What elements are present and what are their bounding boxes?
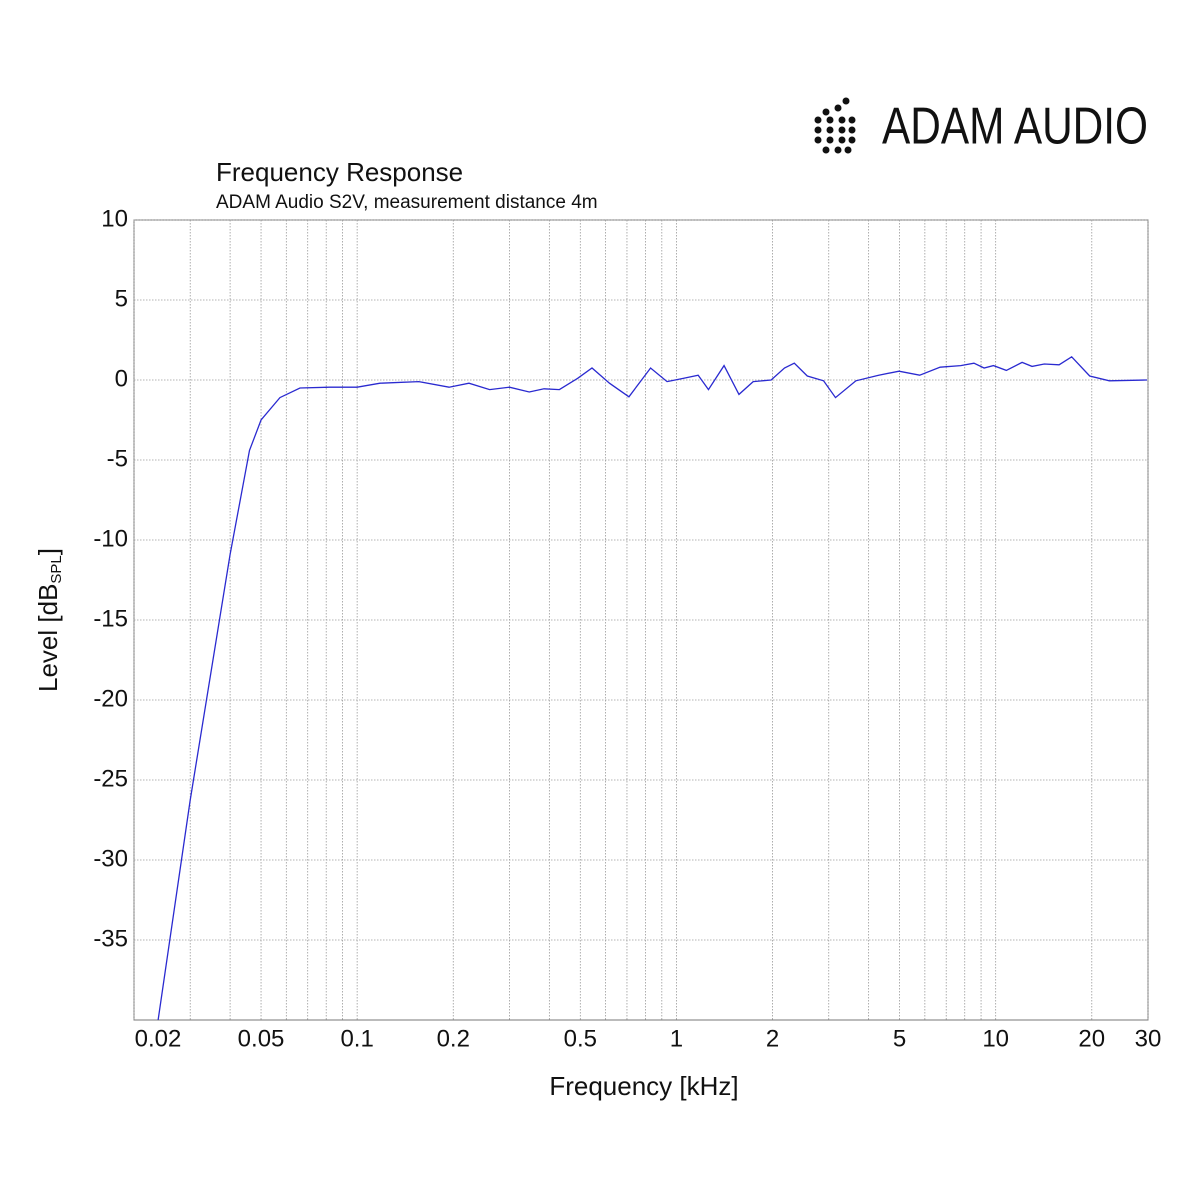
x-tick-label: 0.2 xyxy=(437,1025,470,1052)
x-axis-label: Frequency [kHz] xyxy=(549,1071,738,1101)
y-axis-label: Level [dBSPL] xyxy=(33,548,65,692)
y-tick-label: 0 xyxy=(115,365,128,392)
logo-text: ADAM AUDIO xyxy=(882,98,1148,156)
y-tick-label: -20 xyxy=(93,685,128,712)
x-tick-label: 20 xyxy=(1078,1025,1105,1052)
x-tick-label: 30 xyxy=(1135,1025,1162,1052)
x-tick-label: 5 xyxy=(893,1025,906,1052)
y-tick-label: -5 xyxy=(107,445,128,472)
y-axis-label-sub: SPL xyxy=(48,555,65,583)
y-tick-label: 5 xyxy=(115,285,128,312)
y-axis-label-main: Level [dB xyxy=(33,584,63,692)
x-tick-label: 0.05 xyxy=(238,1025,285,1052)
x-tick-label: 1 xyxy=(670,1025,683,1052)
y-tick-label: -35 xyxy=(93,925,128,952)
chart-title: Frequency Response xyxy=(216,157,463,187)
x-tick-label: 2 xyxy=(766,1025,779,1052)
x-tick-label: 0.5 xyxy=(564,1025,597,1052)
y-axis-label-end: ] xyxy=(33,548,63,555)
y-tick-label: -30 xyxy=(93,845,128,872)
logo-icon xyxy=(814,97,856,154)
chart-subtitle: ADAM Audio S2V, measurement distance 4m xyxy=(216,192,598,213)
y-tick-label: 10 xyxy=(101,205,128,232)
y-tick-label: -25 xyxy=(93,765,128,792)
x-tick-label: 10 xyxy=(982,1025,1009,1052)
y-tick-label: -10 xyxy=(93,525,128,552)
x-tick-label: 0.1 xyxy=(340,1025,373,1052)
data-line xyxy=(157,355,1148,1021)
x-tick-label: 0.02 xyxy=(135,1025,182,1052)
y-tick-label: -15 xyxy=(93,605,128,632)
